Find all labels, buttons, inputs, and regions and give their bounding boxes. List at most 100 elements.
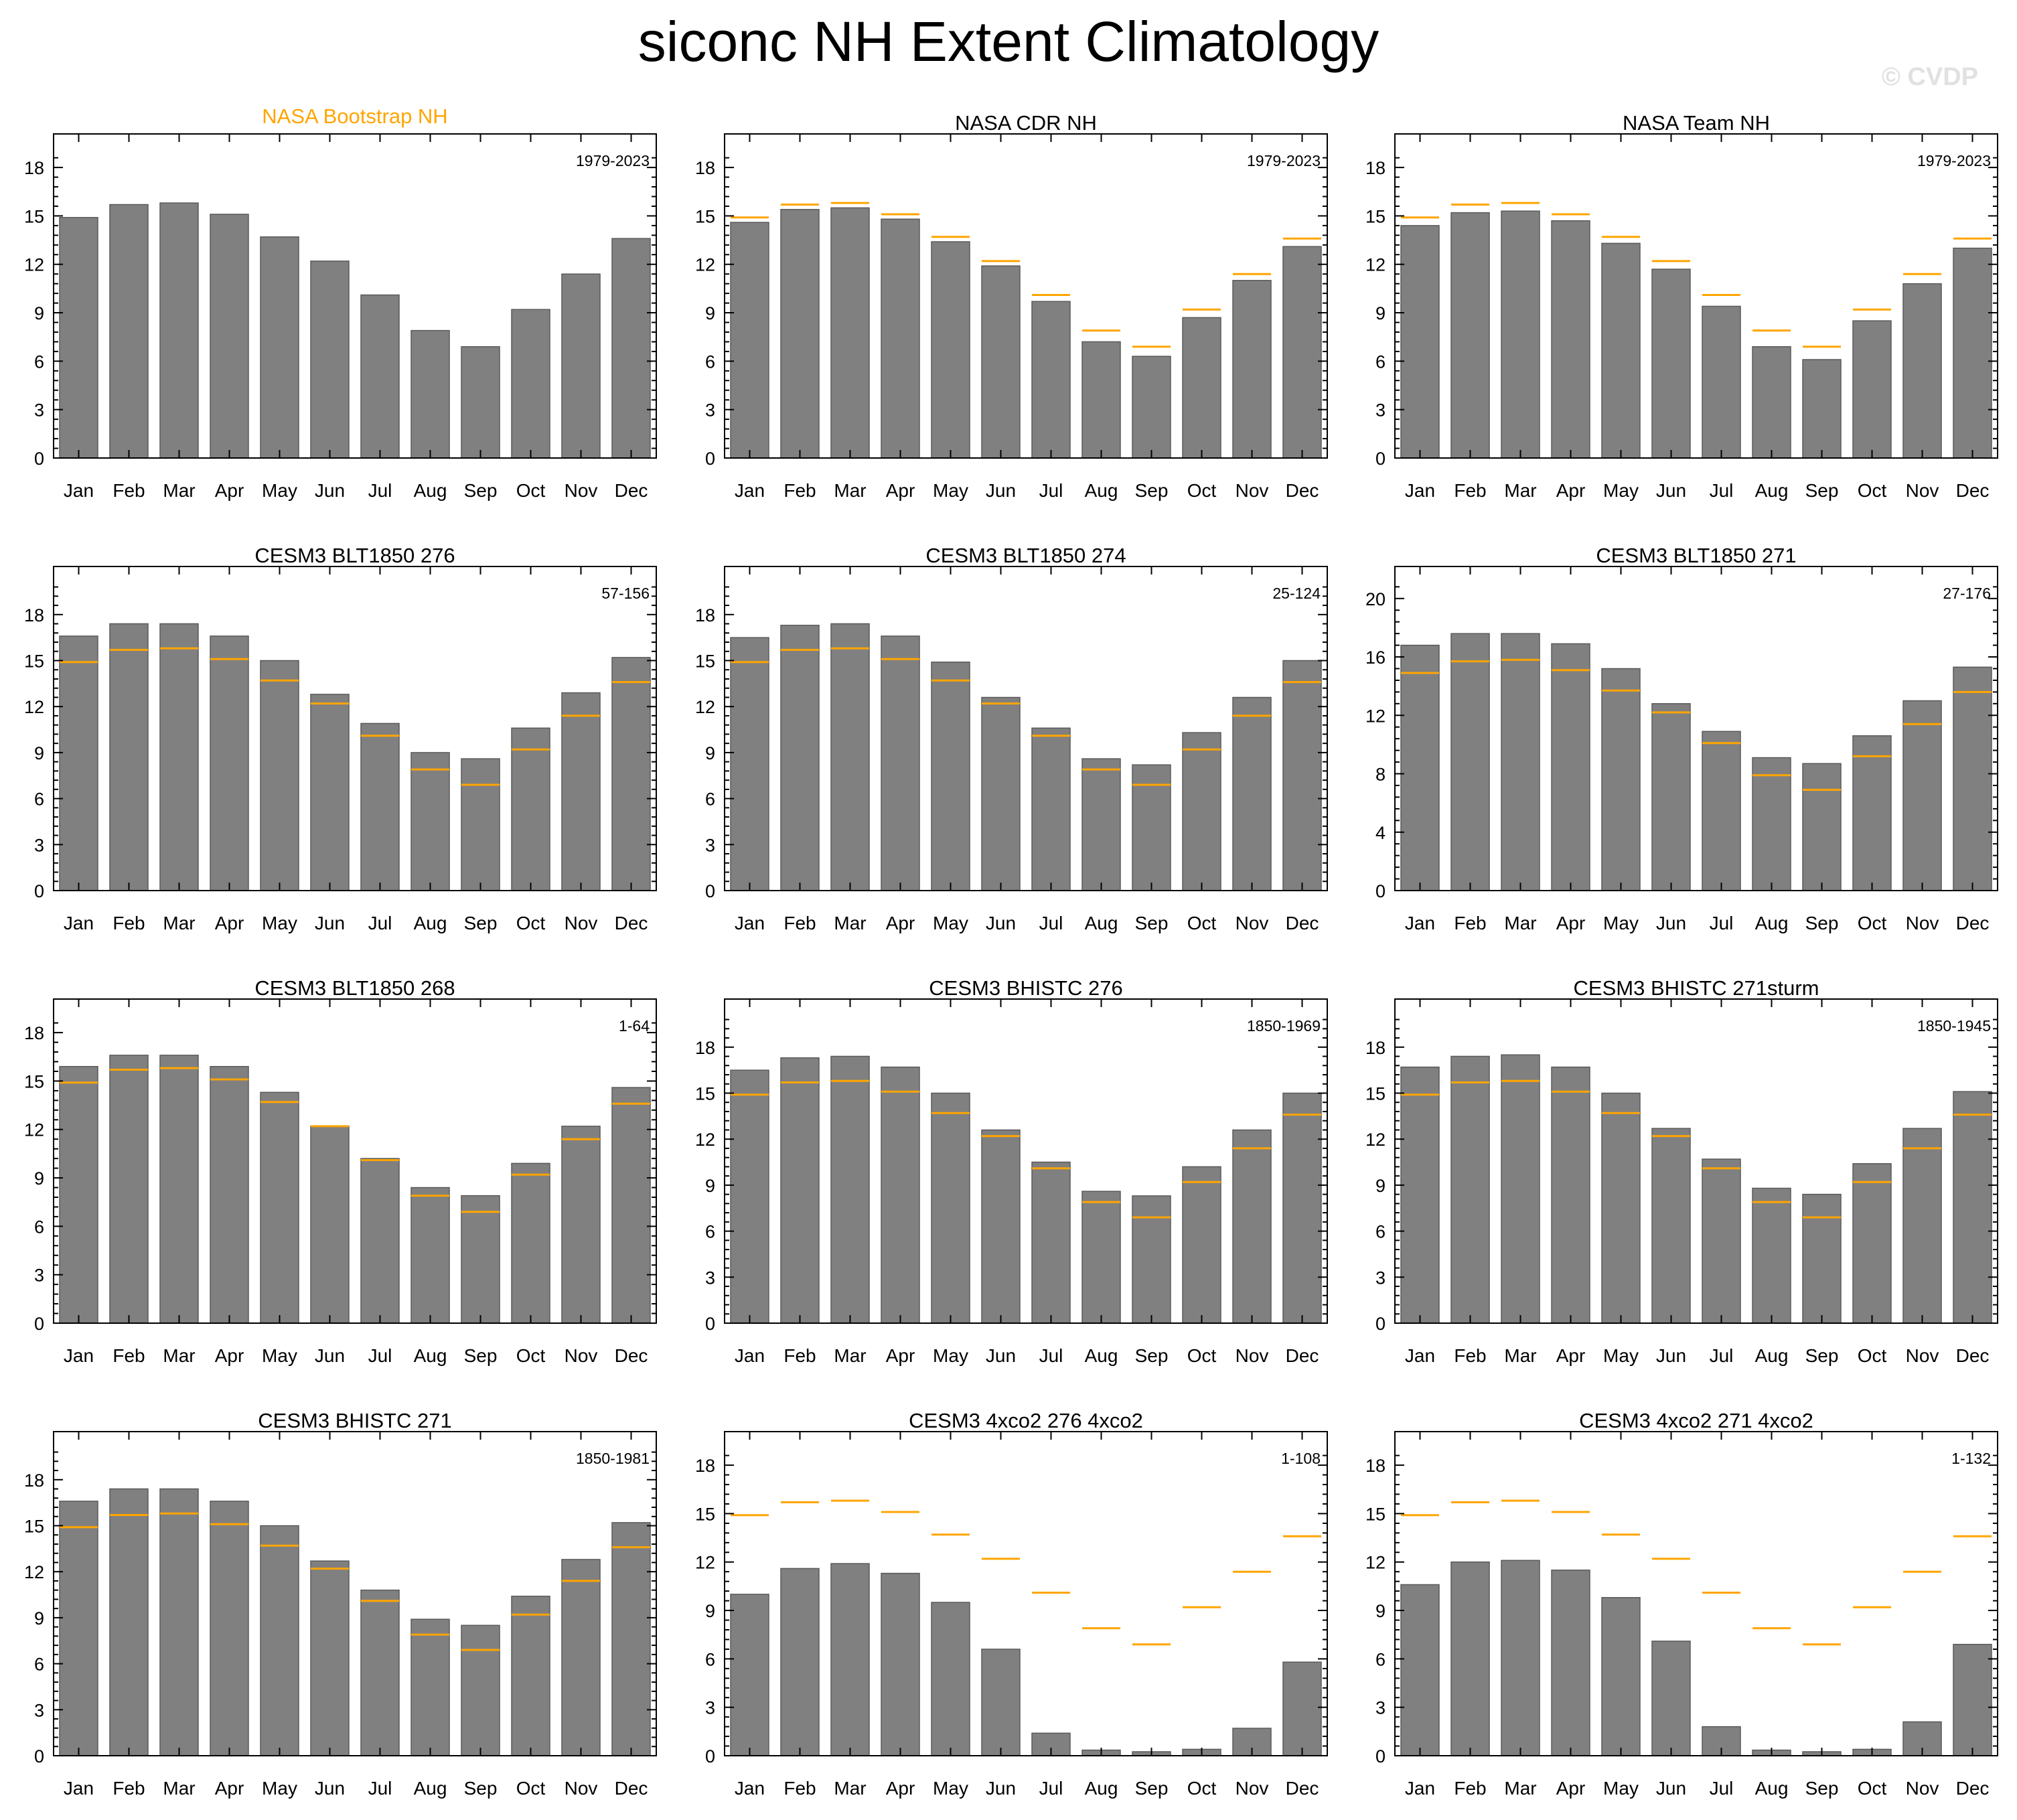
bar-oct [1852,735,1892,891]
bar-may [260,1091,299,1324]
x-tick-label: Dec [615,913,648,933]
bar-dec [1953,1643,1992,1756]
x-tick-label: Nov [1236,913,1269,933]
y-tick-label: 15 [24,652,44,672]
period-label: 25-124 [1272,585,1321,602]
x-tick-label: Jul [368,913,392,933]
bar-may [260,660,299,891]
x-tick-label: May [262,1345,297,1366]
x-tick-label: Feb [113,913,145,933]
x-tick-label: Oct [1858,1778,1887,1799]
x-tick-label: Dec [1956,913,1990,933]
x-tick-label: Oct [516,1345,546,1366]
x-tick-label: Aug [1085,913,1118,933]
x-tick-label: Mar [163,480,195,501]
x-tick-label: Jul [1710,480,1734,501]
x-tick-label: Apr [1556,913,1586,933]
period-label: 1979-2023 [576,152,650,169]
y-tick-label: 12 [1365,255,1386,275]
x-tick-label: Mar [834,913,866,933]
period-label: 1850-1969 [1247,1017,1321,1035]
x-tick-label: May [933,480,968,501]
x-tick-label: Sep [1135,480,1169,501]
bar-jul [1031,727,1071,891]
x-tick-label: Feb [1454,1778,1486,1799]
y-tick-label: 3 [1375,1698,1386,1718]
bar-may [1601,242,1641,459]
bar-feb [780,1568,820,1756]
period-label: 1-64 [619,1017,650,1035]
x-tick-label: Jan [1405,913,1435,933]
bar-dec [1282,660,1322,891]
panel-11: CESM3 4xco2 276 4xco2 1-108 0 3 6 9 12 15 18 Jan F… [695,1409,1328,1799]
x-tick-label: Mar [163,1345,195,1366]
x-tick-label: Feb [113,480,145,501]
y-tick-label: 12 [24,1562,44,1582]
x-tick-label: Aug [414,913,447,933]
y-tick-label: 0 [1375,449,1386,469]
plot-frame [53,566,657,891]
bar-oct [511,727,550,891]
bar-dec [611,238,651,459]
x-tick-label: Jun [315,480,345,501]
y-tick-label: 4 [1375,823,1386,843]
bar-oct [1182,317,1221,459]
y-tick-label: 9 [705,1176,715,1196]
bar-mar [1501,1560,1540,1756]
period-label: 57-156 [601,585,650,602]
x-tick-label: Oct [1187,1778,1217,1799]
bar-oct [511,1596,550,1756]
bar-jun [1651,1128,1691,1324]
bar-jul [1031,1161,1071,1324]
bar-apr [881,635,920,891]
x-tick-label: Aug [1755,480,1789,501]
bar-jan [59,1065,98,1324]
x-tick-label: May [933,1345,968,1366]
y-tick-label: 15 [695,652,715,672]
bar-jul [360,723,400,891]
y-tick-label: 12 [24,1120,44,1140]
x-tick-label: Jul [368,1778,392,1799]
panel-title: CESM3 BLT1850 268 [254,976,455,1000]
bar-nov [561,692,601,891]
y-tick-label: 3 [705,835,715,855]
bar-nov [561,1126,601,1324]
plot-frame [724,998,1328,1324]
x-tick-label: Jun [315,1778,345,1799]
bar-oct [511,1162,550,1324]
bar-jun [310,260,350,459]
x-tick-label: Nov [1906,480,1939,501]
y-tick-label: 9 [705,743,715,763]
bar-nov [561,273,601,459]
bar-apr [210,1501,249,1756]
x-tick-label: May [1603,480,1639,501]
x-tick-label: Jan [735,480,765,501]
y-tick-label: 9 [34,1608,44,1628]
x-tick-label: Nov [1906,1345,1939,1366]
y-tick-label: 15 [695,1504,715,1524]
y-tick-label: 9 [34,1168,44,1189]
x-tick-label: May [1603,1345,1639,1366]
plot-frame [1394,998,1998,1324]
panel-title: CESM3 BLT1850 271 [1596,544,1796,567]
x-tick-label: Nov [1906,1778,1939,1799]
x-tick-label: Feb [1454,913,1486,933]
y-tick-label: 0 [705,449,715,469]
x-tick-label: Jan [735,913,765,933]
y-tick-label: 18 [1365,1456,1386,1476]
bar-feb [780,625,820,891]
bar-aug [1081,341,1121,459]
x-tick-label: Dec [1286,1778,1319,1799]
bar-jan [730,222,769,459]
x-tick-label: Sep [464,480,498,501]
y-tick-label: 9 [705,303,715,323]
panel-2: NASA CDR NH 1979-2023 0 3 6 9 12 15 18 Jan Feb Mar A… [695,111,1328,501]
x-tick-label: Apr [215,1778,244,1799]
x-tick-label: Feb [113,1345,145,1366]
bar-mar [159,623,199,891]
y-tick-label: 18 [24,605,44,625]
x-tick-label: Aug [1085,1345,1118,1366]
bar-jan [1400,1584,1440,1756]
bar-apr [1551,643,1590,891]
x-tick-label: Feb [1454,1345,1486,1366]
